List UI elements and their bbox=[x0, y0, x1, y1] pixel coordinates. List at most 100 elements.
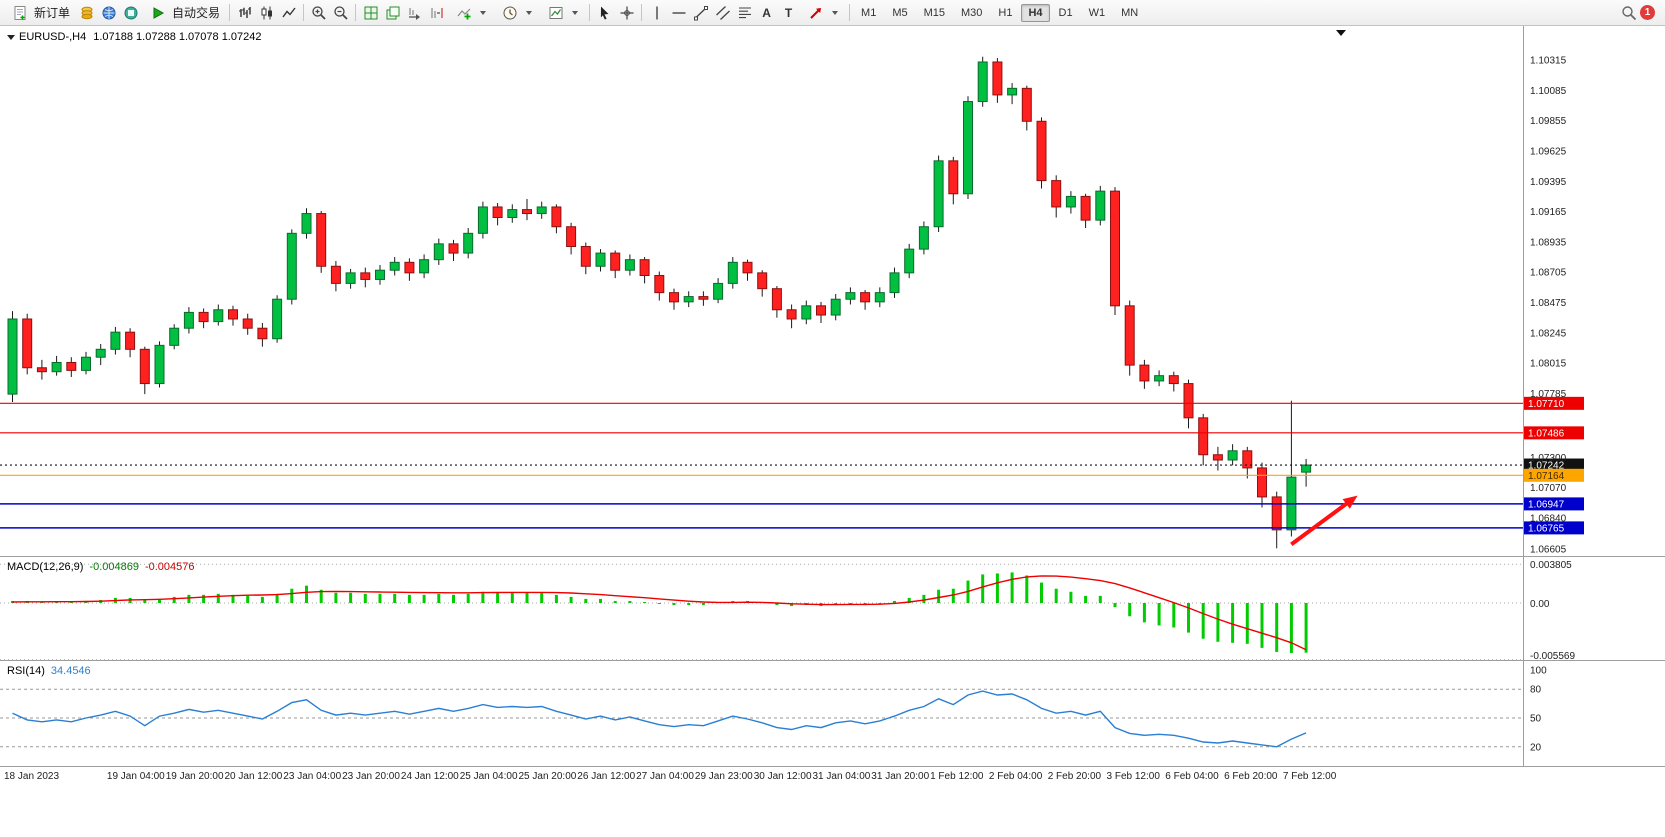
svg-text:1.06765: 1.06765 bbox=[1528, 523, 1565, 534]
vertical-line-icon[interactable] bbox=[646, 3, 667, 23]
toolbar-separator bbox=[589, 4, 591, 21]
macd-main-value: -0.004869 bbox=[89, 561, 139, 573]
svg-text:1.09855: 1.09855 bbox=[1530, 116, 1567, 127]
timeframe-button-M15[interactable]: M15 bbox=[923, 6, 945, 19]
periods-dropdown-arrow bbox=[526, 10, 533, 15]
notification-count: 1 bbox=[1644, 7, 1651, 18]
new-order-button[interactable]: 新订单 bbox=[4, 3, 75, 23]
macd-signal-value: -0.004576 bbox=[144, 561, 195, 573]
bar-chart-icon[interactable] bbox=[234, 3, 255, 23]
crosshair-icon[interactable] bbox=[616, 3, 637, 23]
svg-text:1.08935: 1.08935 bbox=[1530, 237, 1567, 248]
timeframe-button-M1[interactable]: M1 bbox=[861, 6, 877, 19]
clock-icon bbox=[499, 3, 520, 23]
svg-text:1.07486: 1.07486 bbox=[1528, 428, 1565, 439]
timeframe-button-D1[interactable]: D1 bbox=[1058, 6, 1073, 19]
trendline-icon[interactable] bbox=[690, 3, 711, 23]
toolbar-separator bbox=[303, 4, 305, 21]
arrow-object-icon bbox=[805, 3, 826, 23]
panel-frame bbox=[0, 26, 1665, 767]
svg-text:2 Feb 20:00: 2 Feb 20:00 bbox=[1048, 771, 1102, 782]
svg-text:0.003805: 0.003805 bbox=[1530, 560, 1572, 571]
price-line-1.07242[interactable]: 1.07242 bbox=[0, 458, 1584, 472]
ohlc-collapse-icon[interactable] bbox=[7, 34, 15, 40]
timeframe-button-MN[interactable]: MN bbox=[1121, 6, 1139, 19]
text-tool-icon[interactable]: A bbox=[756, 3, 777, 23]
zoom-out-icon[interactable] bbox=[330, 3, 351, 23]
line-chart-icon[interactable] bbox=[278, 3, 299, 23]
arrows-button[interactable] bbox=[800, 3, 845, 23]
svg-text:1.07164: 1.07164 bbox=[1528, 471, 1565, 482]
indicators-button[interactable] bbox=[448, 3, 493, 23]
price-line-1.07164[interactable]: 1.07164 bbox=[0, 468, 1584, 482]
svg-text:1.09165: 1.09165 bbox=[1530, 207, 1567, 218]
svg-text:25 Jan 04:00: 25 Jan 04:00 bbox=[460, 771, 518, 782]
timeframe-button-W1[interactable]: W1 bbox=[1088, 6, 1106, 19]
search-icon[interactable] bbox=[1618, 3, 1639, 23]
toolbar-separator bbox=[849, 4, 851, 21]
timeframe-button-M30[interactable]: M30 bbox=[961, 6, 983, 19]
macd-name: MACD(12,26,9) bbox=[7, 561, 84, 573]
price-line-1.06765[interactable]: 1.06765 bbox=[0, 521, 1584, 535]
new-order-label: 新订单 bbox=[34, 6, 71, 20]
chart-area: 1.07710 1.07486 1.07242 1.07164 1.06947 1.067… bbox=[0, 26, 1665, 786]
templates-button[interactable] bbox=[540, 3, 585, 23]
candlestick-chart-icon[interactable] bbox=[256, 3, 277, 23]
market-watch-icon[interactable] bbox=[76, 3, 97, 23]
rsi-indicator-label: RSI(14) 34.4546 bbox=[7, 665, 91, 677]
price-line-1.06947[interactable]: 1.06947 bbox=[0, 497, 1584, 511]
label-tool-icon[interactable]: T bbox=[778, 3, 799, 23]
rsi-line bbox=[12, 690, 1307, 748]
cascade-windows-icon[interactable] bbox=[382, 3, 403, 23]
templates-dropdown-arrow bbox=[572, 10, 579, 15]
svg-text:1.07070: 1.07070 bbox=[1530, 483, 1567, 494]
time-axis[interactable]: 18 Jan 2023 19 Jan 04:00 19 Jan 20:00 20 Ja… bbox=[4, 771, 1337, 782]
rsi-value: 34.4546 bbox=[50, 665, 91, 677]
chart-dropdown-arrow-icon[interactable] bbox=[1336, 30, 1346, 36]
svg-text:6 Feb 20:00: 6 Feb 20:00 bbox=[1224, 771, 1278, 782]
svg-text:1.07242: 1.07242 bbox=[1528, 461, 1565, 472]
label-tool-glyph: T bbox=[784, 5, 793, 20]
annotation-arrow[interactable] bbox=[1290, 495, 1358, 546]
rsi-name: RSI(14) bbox=[7, 665, 45, 677]
fibonacci-icon[interactable] bbox=[734, 3, 755, 23]
rsi-axis[interactable]: 100 80 50 20 bbox=[1530, 666, 1547, 754]
svg-text:19 Jan 04:00: 19 Jan 04:00 bbox=[107, 771, 165, 782]
svg-text:50: 50 bbox=[1530, 714, 1542, 725]
toolbar-separator bbox=[229, 4, 231, 21]
text-tool-glyph: A bbox=[762, 5, 771, 20]
terminal-icon[interactable] bbox=[120, 3, 141, 23]
navigator-icon[interactable] bbox=[98, 3, 119, 23]
svg-text:24 Jan 12:00: 24 Jan 12:00 bbox=[401, 771, 459, 782]
macd-panel-grid bbox=[0, 563, 1523, 661]
equidistant-channel-icon[interactable] bbox=[712, 3, 733, 23]
zoom-in-icon[interactable] bbox=[308, 3, 329, 23]
chart-shift-icon[interactable] bbox=[426, 3, 447, 23]
svg-text:23 Jan 20:00: 23 Jan 20:00 bbox=[342, 771, 400, 782]
tile-windows-icon[interactable] bbox=[360, 3, 381, 23]
svg-text:1.10315: 1.10315 bbox=[1530, 56, 1567, 67]
svg-text:25 Jan 20:00: 25 Jan 20:00 bbox=[519, 771, 577, 782]
svg-text:1.08475: 1.08475 bbox=[1530, 298, 1567, 309]
cursor-icon[interactable] bbox=[594, 3, 615, 23]
macd-axis[interactable]: 0.003805 0.00 -0.005569 bbox=[1530, 560, 1575, 662]
timeframe-button-H4[interactable]: H4 bbox=[1021, 3, 1050, 22]
svg-text:1.06840: 1.06840 bbox=[1530, 514, 1567, 525]
price-axis[interactable]: 1.10315 1.10085 1.09855 1.09625 1.09395 1.091… bbox=[1530, 56, 1567, 556]
periods-button[interactable] bbox=[494, 3, 539, 23]
timeframe-button-H1[interactable]: H1 bbox=[998, 6, 1013, 19]
svg-text:1.09625: 1.09625 bbox=[1530, 146, 1567, 157]
autotrade-button[interactable]: 自动交易 bbox=[142, 3, 225, 23]
price-line-1.07486[interactable]: 1.07486 bbox=[0, 426, 1584, 440]
svg-text:27 Jan 04:00: 27 Jan 04:00 bbox=[636, 771, 694, 782]
autotrade-play-icon bbox=[147, 3, 168, 23]
timeframe-button-M5[interactable]: M5 bbox=[892, 6, 908, 19]
price-line-1.07710[interactable]: 1.07710 bbox=[0, 396, 1584, 410]
notification-badge[interactable]: 1 bbox=[1640, 5, 1655, 20]
candlestick-series[interactable] bbox=[7, 56, 1312, 549]
chart-autoscroll-icon[interactable] bbox=[404, 3, 425, 23]
macd-histogram bbox=[11, 572, 1308, 653]
horizontal-line-icon[interactable] bbox=[668, 3, 689, 23]
